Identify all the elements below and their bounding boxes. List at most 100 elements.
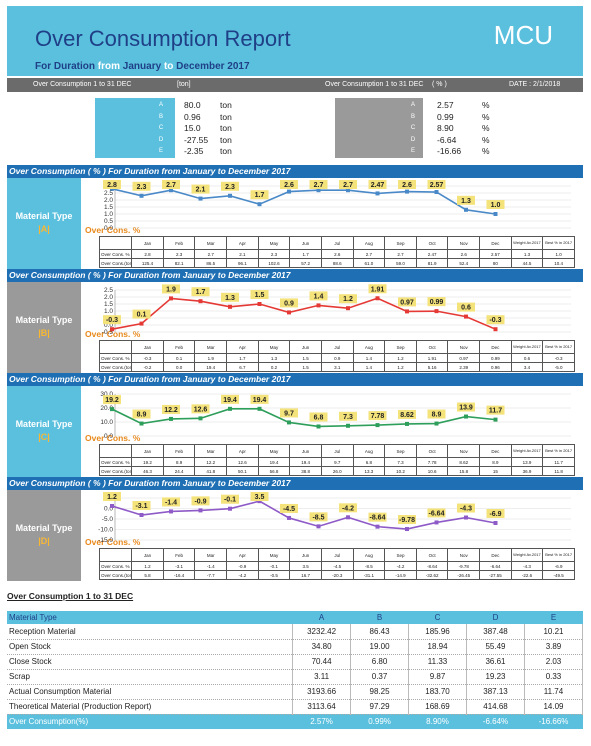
summary-row: A 2.57%: [0, 100, 591, 110]
table-cell: 82.1: [162, 258, 196, 268]
data-label: 2.7: [314, 182, 324, 189]
month-header: Nov: [447, 236, 481, 250]
table-cell: 88.6: [320, 258, 354, 268]
table-cell: 125.4: [131, 258, 164, 268]
table-cell: -8.5: [352, 561, 386, 571]
data-label-bg: [398, 409, 416, 419]
section-body: Material Type |C| Over Cons. % 30.0 20.0 10.0…: [7, 386, 583, 477]
month-header: May: [257, 236, 291, 250]
table-cell: 19.2: [131, 457, 164, 467]
table-cell: 2.7: [352, 249, 386, 259]
month-header: Jun: [289, 548, 322, 562]
data-label: -0.1: [224, 497, 236, 504]
month-header: Mar: [194, 340, 228, 354]
month-header: Jul: [320, 444, 354, 458]
table-cell: 1.2: [384, 362, 417, 372]
data-point: [228, 193, 232, 198]
month-header: Jan: [131, 236, 164, 250]
data-label-bg: [309, 291, 328, 301]
table-cell: 2.39: [447, 362, 481, 372]
summary-value: 15.0: [184, 123, 201, 133]
data-label-bg: [103, 315, 121, 325]
table-cell: 387.48: [466, 624, 525, 640]
month-header: Mar: [194, 236, 228, 250]
chart-section-1: Over Consumption ( % ) For Duration from…: [7, 165, 583, 269]
data-label: 7.3: [343, 414, 353, 421]
duration-to-word: to: [163, 61, 174, 72]
line-chart: 2.52.01.51.00.50.0-0.5-0.30.11.91.71.31.…: [102, 284, 571, 336]
month-header: Dec: [479, 548, 512, 562]
summary-value: -6.64: [437, 134, 457, 145]
chart-section-2: Over Consumption ( % ) For Duration from…: [7, 269, 583, 373]
y-tick-label: 1.0: [104, 211, 113, 218]
table-cell: 36.9: [510, 466, 544, 476]
table-cell: 2.8: [131, 249, 164, 259]
data-point: [316, 188, 321, 193]
table-cell: 387.13: [466, 684, 525, 700]
table-cell: 98.25: [350, 684, 410, 700]
table-cell: 8.90%: [408, 714, 467, 729]
table-cell: 3193.66: [292, 684, 352, 700]
consumption-table: Material Type A B C D E Reception Material 3232…: [7, 611, 584, 729]
line-chart: 5.00.0-5.0-10.0-15.01.2-3.1-1.4-0.9-0.13…: [98, 492, 571, 544]
data-point: [228, 506, 232, 511]
table-row: Close Stock 70.44 6.80 11.33 36.61 2.03: [7, 654, 584, 670]
summary-unit: ton: [220, 123, 232, 133]
summary-value: -16.66: [437, 146, 462, 156]
table-cell: 6.80: [350, 654, 410, 670]
table-cell: 8.9: [162, 457, 196, 467]
table-cell: -4.2: [226, 570, 259, 580]
table-cell: E: [524, 611, 583, 624]
data-label: 2.3: [137, 184, 147, 191]
month-header: Aug: [352, 444, 386, 458]
data-label-bg: [191, 404, 210, 414]
data-label: -4.5: [283, 506, 295, 513]
month-header: Jul: [320, 548, 354, 562]
table-cell: 1.3: [257, 353, 291, 363]
month-header: Oct: [415, 548, 449, 562]
month-header: Nov: [447, 444, 481, 458]
series-line: [111, 297, 496, 330]
summary-unit: ton: [220, 146, 232, 156]
month-header: Apr: [226, 444, 259, 458]
data-label: 1.91: [371, 286, 385, 293]
table-cell: 10.21: [524, 624, 584, 640]
table-cell: 34.80: [292, 639, 352, 655]
table-cell: -6.64: [479, 561, 512, 571]
data-label: 8.62: [400, 412, 414, 419]
month-row: Jan Feb Mar Apr May Jun Jul Aug Sep Oct Nov Dec Weig…: [98, 548, 575, 562]
month-header: Sep: [384, 548, 417, 562]
row-label: Material Type: [7, 611, 293, 624]
month-row: Jan Feb Mar Apr May Jun Jul Aug Sep Oct Nov Dec Weig…: [98, 236, 575, 250]
month-row: Jan Feb Mar Apr May Jun Jul Aug Sep Oct Nov Dec Weig…: [98, 444, 575, 458]
table-cell: 0.9: [320, 353, 354, 363]
table-cell: B: [350, 611, 409, 624]
data-label: 13.9: [459, 405, 473, 412]
table-cell: C: [408, 611, 467, 624]
data-label: 1.5: [255, 292, 265, 299]
table-cell: 81.9: [415, 258, 449, 268]
month-header: Feb: [162, 548, 196, 562]
table-cell: 2.57: [479, 249, 512, 259]
best-header: Best % in 2017: [542, 340, 575, 354]
table-cell: 2.03: [524, 654, 584, 670]
data-point: [375, 524, 380, 529]
weight-header: Weight Av.2017: [510, 236, 544, 250]
month-header: Mar: [194, 444, 228, 458]
data-label: 12.2: [164, 407, 178, 414]
data-label-bg: [457, 402, 475, 412]
table-cell: 36.61: [466, 654, 525, 670]
month-header: Jun: [289, 236, 322, 250]
section-body: Material Type|D|Over Cons. %5.00.0-5.0-1…: [7, 490, 583, 581]
table-cell: 0.97: [447, 353, 481, 363]
data-label: 19.4: [253, 397, 267, 404]
section-title: Over Consumption ( % ) For Duration from…: [7, 477, 583, 490]
table-cell: 3232.42: [292, 624, 352, 640]
month-header: Sep: [384, 340, 417, 354]
table-cell: 12.6: [226, 457, 259, 467]
table-cell: 19.4: [289, 457, 322, 467]
data-label-bg: [398, 297, 416, 307]
summary-value: 0.96: [184, 111, 201, 122]
data-label-bg: [368, 284, 387, 294]
month-header: Feb: [162, 444, 196, 458]
